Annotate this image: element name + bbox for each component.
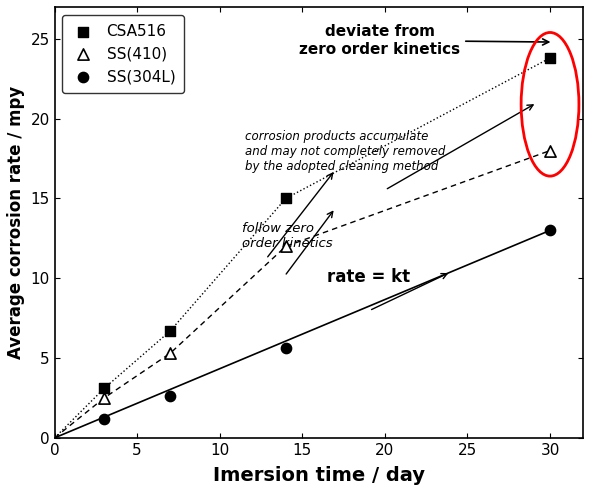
Y-axis label: Average corrosion rate / mpy: Average corrosion rate / mpy <box>7 86 25 359</box>
SS(304L) <box>100 415 109 423</box>
SS(410) <box>545 147 555 154</box>
Text: follow zero
order kinetics: follow zero order kinetics <box>242 222 333 250</box>
CSA516 <box>281 194 290 202</box>
SS(410) <box>165 349 175 357</box>
SS(304L) <box>165 393 175 400</box>
X-axis label: Imersion time / day: Imersion time / day <box>213 466 425 485</box>
SS(304L) <box>545 226 555 234</box>
SS(410) <box>100 394 109 402</box>
SS(410) <box>281 243 290 250</box>
Text: rate = kt: rate = kt <box>327 268 410 286</box>
SS(304L) <box>281 344 290 352</box>
CSA516 <box>545 54 555 62</box>
Text: deviate from
zero order kinetics: deviate from zero order kinetics <box>299 24 549 57</box>
CSA516 <box>100 384 109 392</box>
CSA516 <box>165 327 175 335</box>
Legend: CSA516, SS(410), SS(304L): CSA516, SS(410), SS(304L) <box>63 15 185 93</box>
Text: corrosion products accumulate
and may not completely removed
by the adopted clea: corrosion products accumulate and may no… <box>245 130 445 173</box>
